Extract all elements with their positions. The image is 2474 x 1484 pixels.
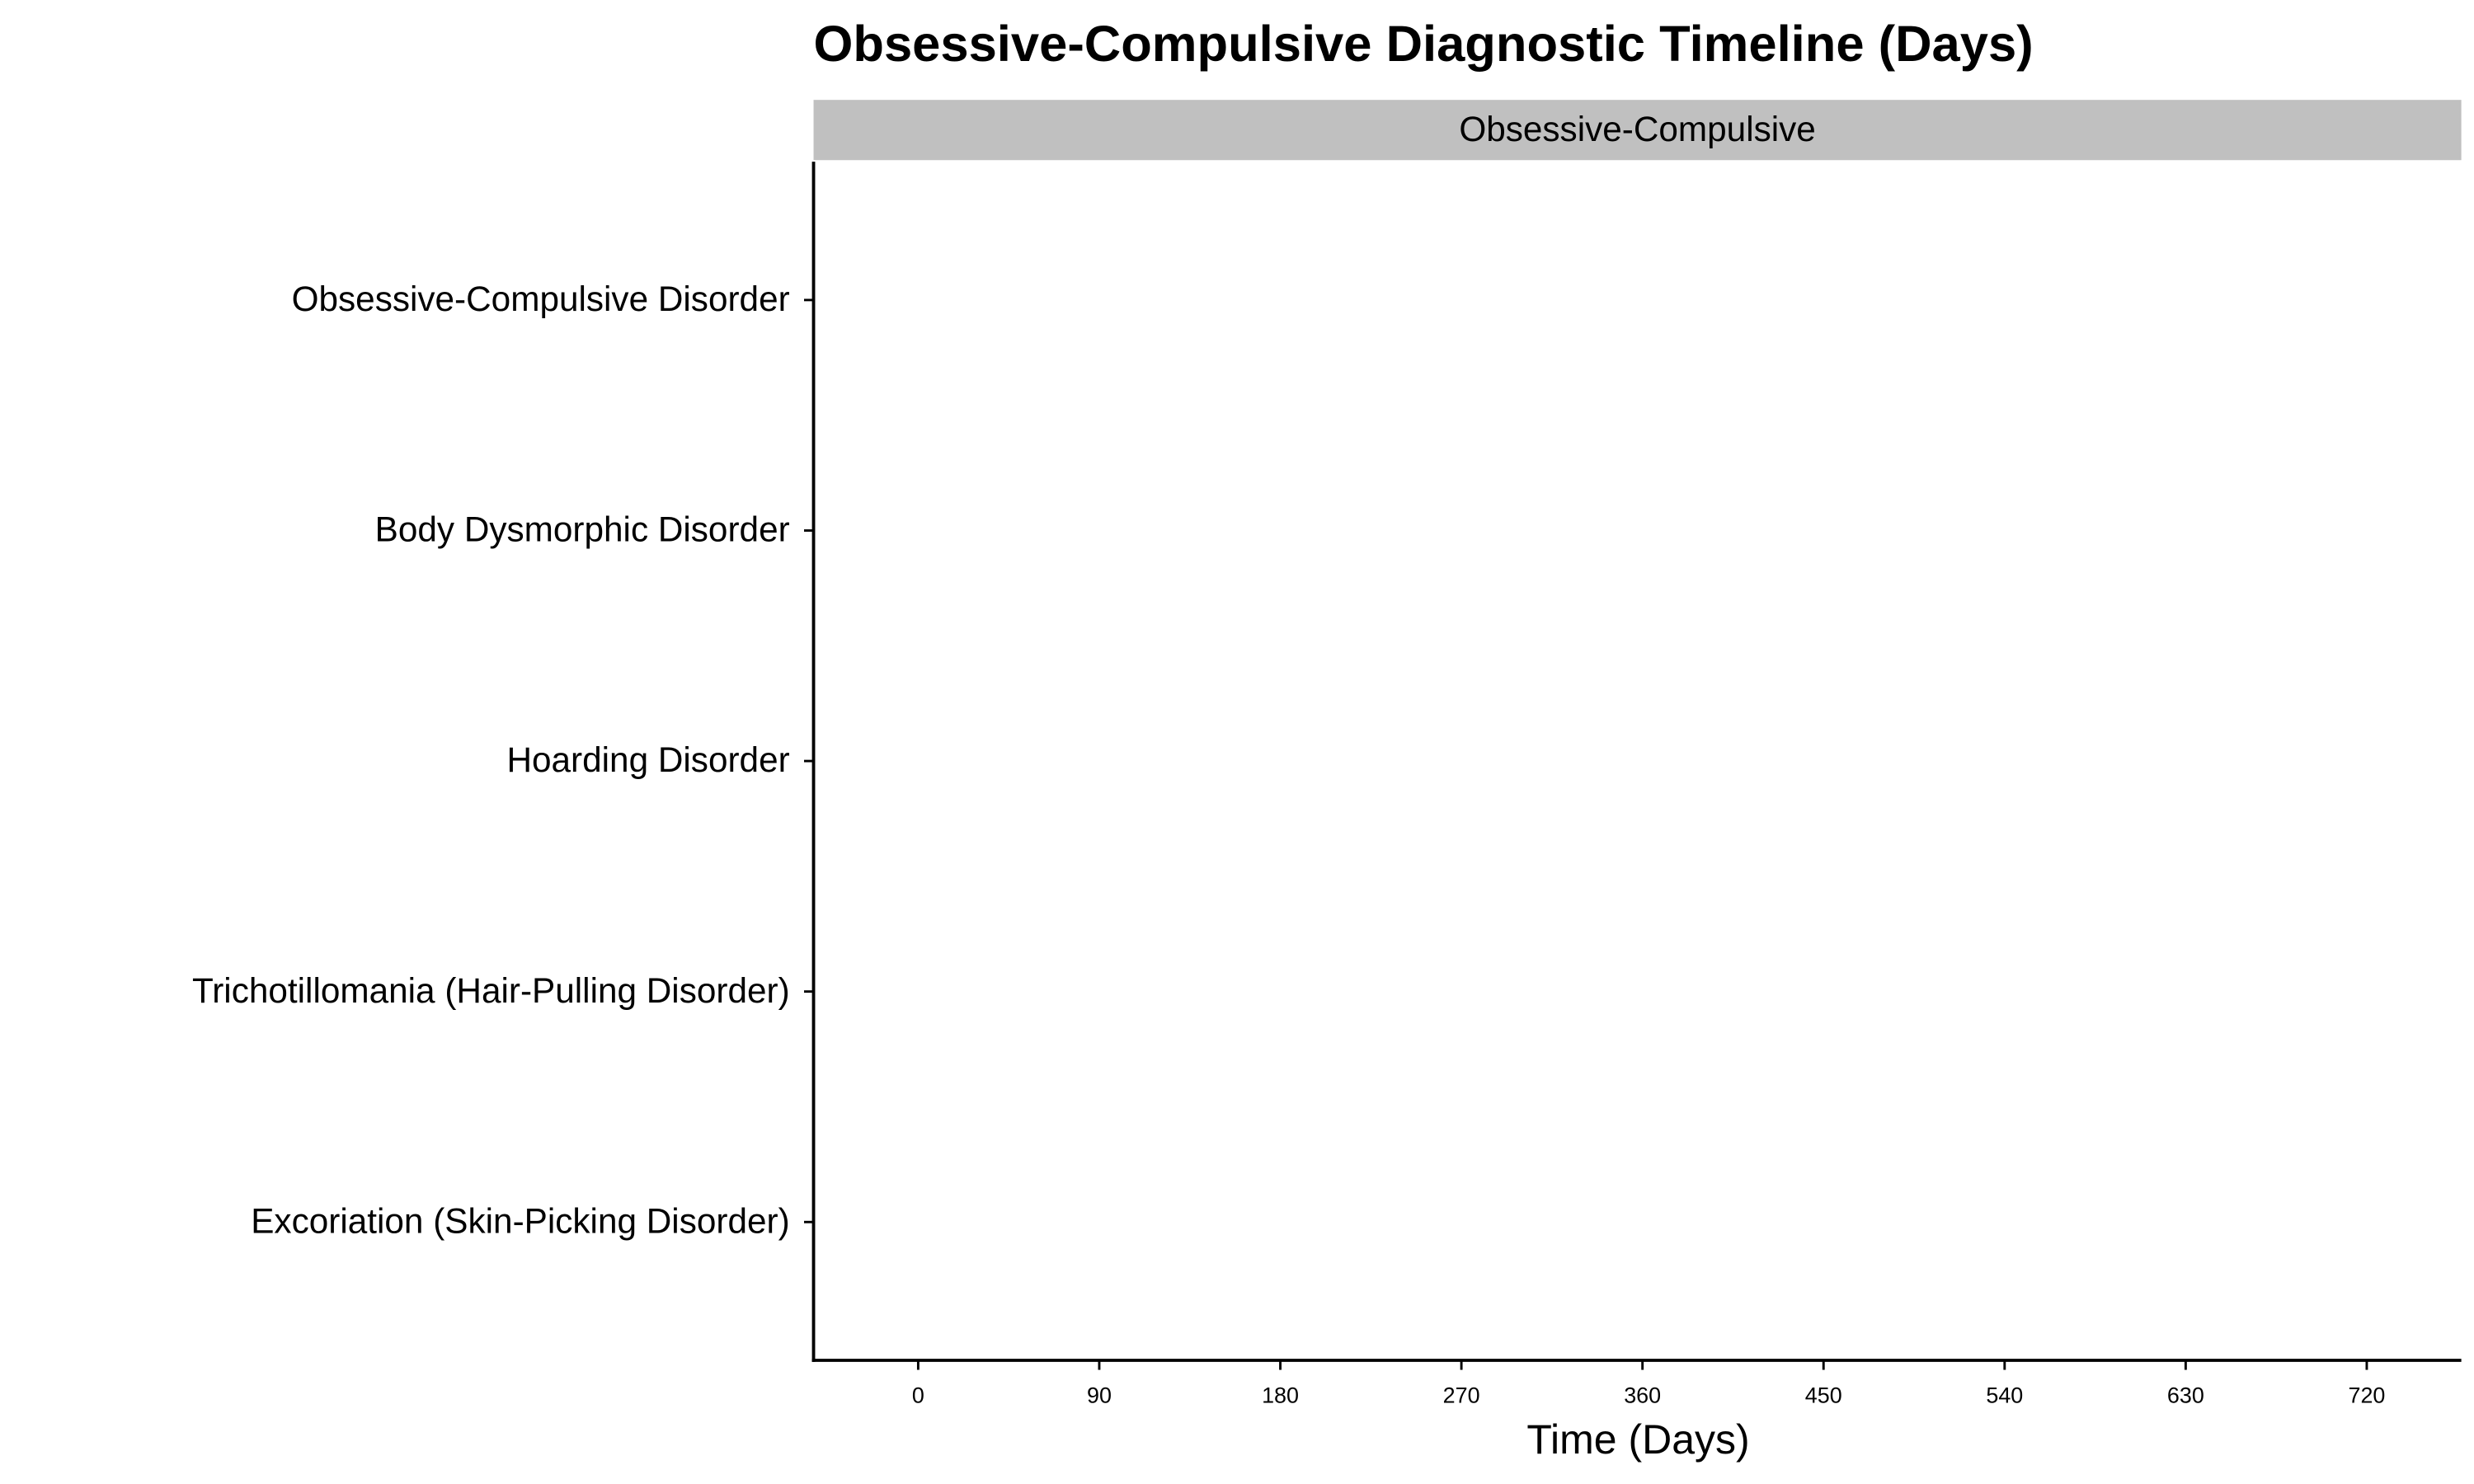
chart-title: Obsessive-Compulsive Diagnostic Timeline… <box>814 16 2034 73</box>
x-axis-label: Time (Days) <box>1526 1416 1749 1463</box>
x-tick-label: 90 <box>1087 1383 1112 1407</box>
y-tick-label: Excoriation (Skin-Picking Disorder) <box>251 1201 789 1240</box>
x-tick-label: 630 <box>2167 1383 2204 1407</box>
x-tick-label: 450 <box>1805 1383 1842 1407</box>
x-tick-label: 0 <box>912 1383 924 1407</box>
facet-strip <box>813 100 2462 161</box>
facet-label: Obsessive-Compulsive <box>1459 110 1816 148</box>
y-tick-label: Trichotillomania (Hair-Pulling Disorder) <box>192 971 790 1010</box>
x-tick-label: 180 <box>1262 1383 1299 1407</box>
x-tick-label: 270 <box>1443 1383 1480 1407</box>
y-tick-label: Body Dysmorphic Disorder <box>375 510 790 549</box>
y-tick-label: Obsessive-Compulsive Disorder <box>292 279 790 318</box>
x-tick-label: 720 <box>2348 1383 2385 1407</box>
y-tick-label: Hoarding Disorder <box>506 740 789 779</box>
x-tick-label: 360 <box>1624 1383 1661 1407</box>
x-tick-label: 540 <box>1986 1383 2023 1407</box>
